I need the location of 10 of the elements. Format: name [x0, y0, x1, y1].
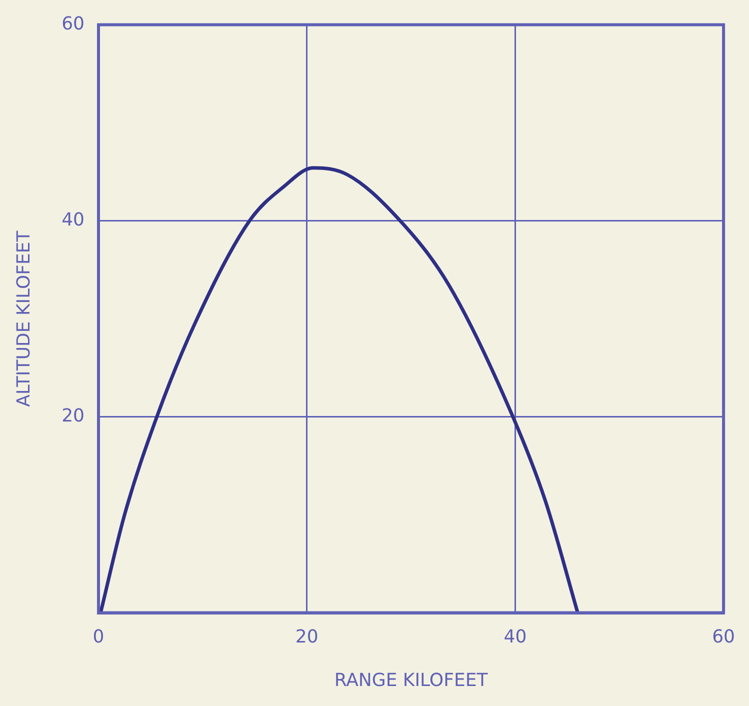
x-tick-label: 20: [295, 626, 318, 648]
y-tick-label: 60: [62, 13, 85, 34]
y-tick-label: 40: [62, 209, 85, 230]
line-series: [98, 166, 580, 613]
x-tick-label: 60: [712, 626, 735, 648]
y-axis-title: ALTITUDE KILOFEET: [13, 230, 34, 407]
y-tick-label: 20: [62, 405, 85, 426]
x-axis-title: RANGE KILOFEET: [334, 670, 489, 691]
x-tick-label: 0: [92, 626, 104, 648]
x-tick-label: 40: [504, 626, 527, 648]
